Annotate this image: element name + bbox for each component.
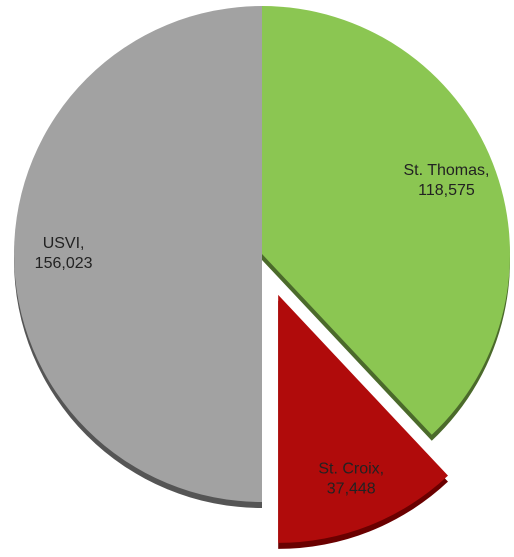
slice-label: St. Croix, — [318, 461, 384, 478]
slice-value: 37,448 — [327, 481, 376, 498]
slice — [262, 6, 510, 435]
slice — [14, 6, 262, 502]
slice-label: St. Thomas, — [403, 162, 489, 179]
slice-label: USVI, — [43, 235, 85, 252]
slice — [278, 294, 448, 543]
slice-value: 156,023 — [35, 255, 93, 272]
slice-value: 118,575 — [418, 182, 475, 199]
